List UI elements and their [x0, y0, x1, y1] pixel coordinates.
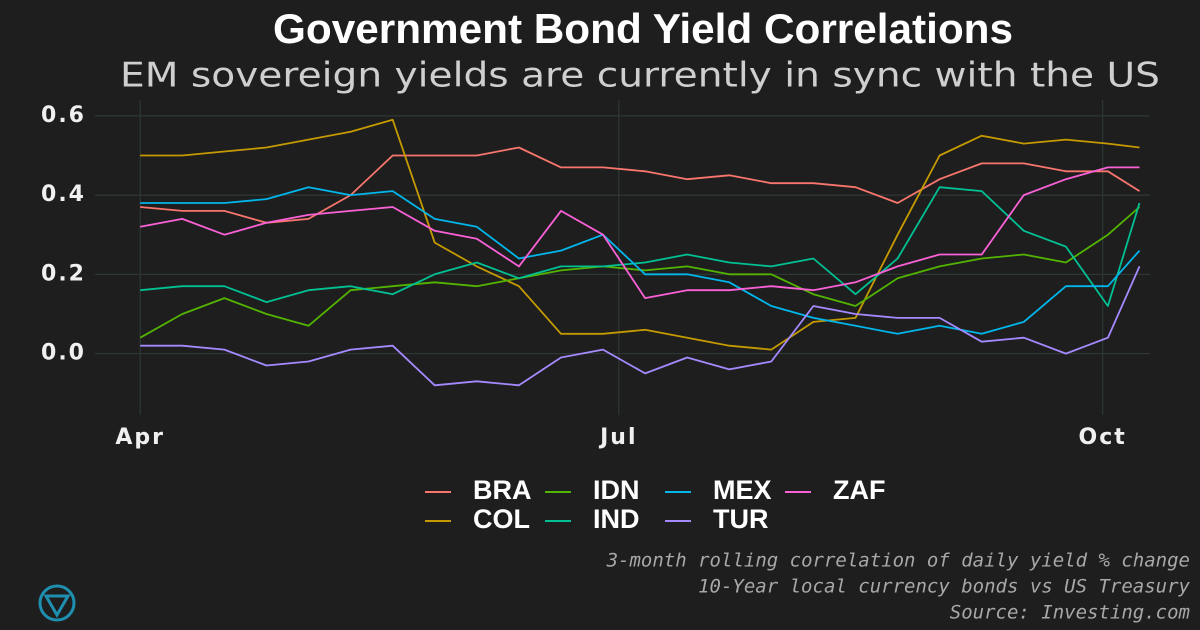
- series-line: [140, 146, 1140, 224]
- y-tick-label: 0.6: [41, 103, 86, 128]
- legend-label: BRA: [473, 475, 532, 505]
- legend-label: COL: [473, 504, 530, 534]
- series-line: [139, 206, 1141, 339]
- legend-label: IDN: [593, 475, 640, 505]
- series-line: [140, 266, 1141, 387]
- series-line: [140, 166, 1140, 299]
- x-tick-label: Jul: [598, 425, 637, 450]
- logo: [38, 584, 76, 622]
- caption: 10-Year local currency bonds vs US Treas…: [698, 576, 1190, 598]
- chart-title: Government Bond Yield Correlations: [273, 5, 1013, 52]
- series-line: [140, 118, 1140, 351]
- legend-label: IND: [593, 504, 640, 534]
- caption: 3-month rolling correlation of daily yie…: [606, 550, 1190, 572]
- logo-mark: [43, 594, 71, 618]
- legend-label: MEX: [713, 475, 772, 505]
- series-line: [140, 186, 1141, 307]
- chart-subtitle: EM sovereign yields are currently in syn…: [120, 56, 1160, 96]
- y-tick-label: 0.0: [41, 341, 86, 366]
- caption: Source: Investing.com: [950, 602, 1190, 624]
- y-tick-label: 0.4: [41, 182, 86, 207]
- logo-ring: [38, 584, 76, 622]
- x-tick-label: Oct: [1079, 425, 1127, 450]
- legend-label: TUR: [713, 504, 769, 534]
- x-tick-label: Apr: [115, 425, 165, 450]
- series-line: [140, 186, 1141, 335]
- y-tick-label: 0.2: [41, 261, 86, 286]
- legend-label: ZAF: [833, 475, 885, 505]
